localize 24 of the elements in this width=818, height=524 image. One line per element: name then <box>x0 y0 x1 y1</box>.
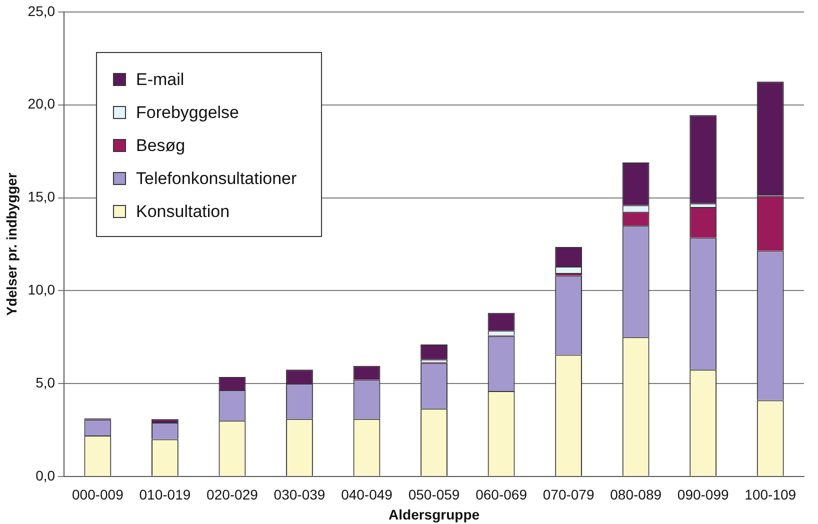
x-tick-label: 030-039 <box>274 486 326 503</box>
legend-label: Telefonkonsultationer <box>136 168 297 188</box>
legend-label: Forebyggelse <box>136 102 240 122</box>
x-tick-label: 050-059 <box>408 486 460 503</box>
x-tick-label: 100-109 <box>744 486 796 503</box>
y-axis-title: Ydelser pr. indbygger <box>3 172 20 316</box>
legend-label: Konsultation <box>136 202 230 222</box>
y-tick-label: 20,0 <box>28 96 56 112</box>
x-tick-label: 080-089 <box>610 486 662 503</box>
x-tick-label: 070-079 <box>542 486 594 503</box>
x-tick-label: 060-069 <box>476 486 528 503</box>
legend-label: E-mail <box>136 70 184 90</box>
legend-label: Besøg <box>136 136 186 156</box>
y-tick-label: 25,0 <box>28 2 56 19</box>
y-tick-label: 10,0 <box>28 282 56 298</box>
x-tick-label: 090-099 <box>677 486 729 503</box>
y-tick-label: 15,0 <box>28 188 56 205</box>
x-tick-label: 000-009 <box>72 486 124 503</box>
y-tick-label: 0,0 <box>36 467 56 484</box>
x-tick-label: 010-019 <box>139 486 191 503</box>
x-axis-title: Aldersgruppe <box>388 506 480 522</box>
x-tick-label: 020-029 <box>206 486 258 503</box>
y-tick-label: 5,0 <box>36 374 56 390</box>
x-tick-label: 040-049 <box>341 486 393 503</box>
